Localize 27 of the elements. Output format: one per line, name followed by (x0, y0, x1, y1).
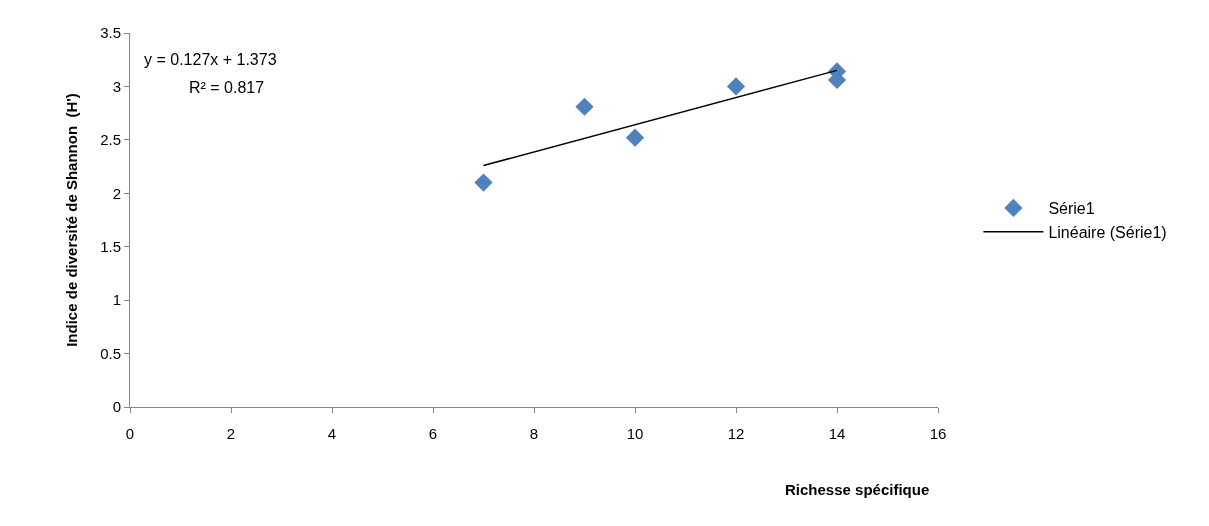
point (726, 77, 746, 96)
y-tick-label: 3.5 (100, 24, 121, 42)
y-tick-label: 2.5 (100, 131, 121, 149)
y-tick-label: 0.5 (100, 344, 121, 362)
y-tick-label: 2 (112, 184, 121, 202)
point (625, 128, 645, 147)
legend-label: Linéaire (Série1) (1048, 223, 1167, 241)
y-tick-label: 1.5 (100, 237, 121, 255)
x-tick-label: 8 (529, 425, 539, 442)
x-tick-label: 14 (828, 425, 846, 442)
y-tick-label: 1 (112, 291, 121, 309)
point (474, 173, 493, 192)
x-tick-label: 4 (327, 425, 337, 442)
x-tick-label: 16 (929, 425, 947, 442)
x-tick-label: 0 (125, 425, 135, 442)
point (575, 97, 594, 116)
x-tick-label: 6 (428, 425, 438, 442)
y-tick-label: 0 (112, 398, 121, 416)
annotation: y = 0.127x + 1.373 (144, 51, 277, 68)
annotation: R² = 0.817 (189, 79, 265, 96)
x-tick-label: 12 (727, 425, 745, 442)
x-tick-label: 10 (626, 425, 644, 442)
y-axis-title: Indice de diversité de Shannon (H') (63, 93, 81, 347)
legend-label: Série1 (1048, 200, 1095, 218)
x-axis-title: Richesse spécifique (785, 481, 930, 498)
y-tick-label: 3 (112, 77, 121, 95)
x-tick-label: 2 (226, 425, 236, 442)
